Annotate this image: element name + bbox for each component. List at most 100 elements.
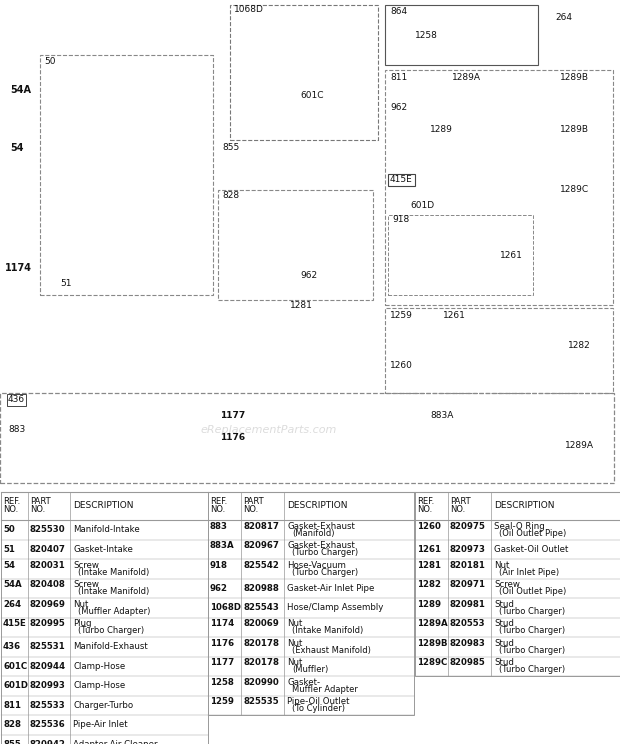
- Text: 415E: 415E: [3, 619, 27, 628]
- Text: eReplacementParts.com: eReplacementParts.com: [200, 425, 337, 435]
- Text: 825542: 825542: [243, 561, 279, 570]
- Text: 820975: 820975: [450, 522, 486, 530]
- Text: 820178: 820178: [243, 658, 279, 667]
- Text: NO.: NO.: [450, 505, 465, 515]
- Text: 1289A: 1289A: [452, 72, 481, 82]
- Text: 1289B: 1289B: [560, 126, 589, 135]
- Text: Nut: Nut: [494, 561, 510, 570]
- Bar: [1, 492, 208, 744]
- Text: 1260: 1260: [390, 361, 413, 370]
- Text: 601C: 601C: [300, 91, 324, 100]
- Text: Gasket-Exhaust: Gasket-Exhaust: [287, 522, 355, 530]
- Text: (Intake Manifold): (Intake Manifold): [292, 626, 363, 635]
- Text: Hose/Clamp Assembly: Hose/Clamp Assembly: [287, 603, 383, 612]
- Text: 601D: 601D: [410, 200, 434, 210]
- Text: 883: 883: [210, 522, 228, 530]
- Text: Manifold-Exhaust: Manifold-Exhaust: [73, 642, 148, 651]
- Text: Gasket-Air Inlet Pipe: Gasket-Air Inlet Pipe: [287, 584, 374, 593]
- Text: 1289A: 1289A: [417, 619, 448, 628]
- Text: Gasket-Oil Outlet: Gasket-Oil Outlet: [494, 545, 569, 554]
- Text: Manifold-Intake: Manifold-Intake: [73, 525, 140, 534]
- Text: Screw: Screw: [494, 580, 520, 589]
- Text: 1068D: 1068D: [210, 603, 241, 612]
- Text: DESCRIPTION: DESCRIPTION: [494, 501, 554, 510]
- Text: 825543: 825543: [243, 603, 279, 612]
- Text: 820993: 820993: [30, 682, 66, 690]
- Text: DESCRIPTION: DESCRIPTION: [287, 501, 347, 510]
- Bar: [385, 70, 613, 305]
- Text: PART: PART: [243, 498, 264, 507]
- Text: 1259: 1259: [210, 697, 234, 706]
- Text: 1289B: 1289B: [560, 72, 589, 82]
- Text: 820971: 820971: [450, 580, 486, 589]
- Text: (Air Inlet Pipe): (Air Inlet Pipe): [499, 568, 559, 577]
- Bar: [385, 5, 538, 65]
- Text: Screw: Screw: [73, 561, 99, 570]
- Text: 1289B: 1289B: [417, 639, 448, 648]
- Text: 264: 264: [3, 600, 21, 609]
- Text: 1260: 1260: [417, 522, 441, 530]
- Text: 51: 51: [60, 278, 71, 287]
- Text: Pipe-Air Inlet: Pipe-Air Inlet: [73, 720, 128, 729]
- Text: 50: 50: [44, 57, 56, 66]
- Text: 855: 855: [222, 144, 239, 153]
- Text: 962: 962: [300, 271, 317, 280]
- Text: (Muffler): (Muffler): [292, 665, 328, 674]
- Bar: [230, 5, 378, 140]
- Text: 820944: 820944: [30, 661, 66, 671]
- Text: 1176: 1176: [210, 639, 234, 648]
- Text: 825536: 825536: [30, 720, 66, 729]
- Text: Nut: Nut: [287, 658, 303, 667]
- Text: (Exhaust Manifold): (Exhaust Manifold): [292, 646, 371, 655]
- Bar: [0, 393, 614, 483]
- Text: (Oil Outlet Pipe): (Oil Outlet Pipe): [499, 529, 566, 538]
- Text: Nut: Nut: [287, 619, 303, 628]
- Text: Hose-Vacuum: Hose-Vacuum: [287, 561, 346, 570]
- Text: 1258: 1258: [415, 31, 438, 39]
- Text: 1281: 1281: [417, 561, 441, 570]
- Text: 883: 883: [8, 426, 25, 434]
- Text: 825533: 825533: [30, 701, 66, 710]
- Text: Muffler Adapter: Muffler Adapter: [292, 684, 358, 693]
- Text: Stud: Stud: [494, 600, 514, 609]
- Text: Gasket-Exhaust: Gasket-Exhaust: [287, 541, 355, 551]
- Text: 1176: 1176: [220, 432, 245, 441]
- Text: (Turbo Charger): (Turbo Charger): [499, 646, 565, 655]
- Text: 1261: 1261: [417, 545, 441, 554]
- Text: 1068D: 1068D: [234, 5, 264, 14]
- Text: 1289A: 1289A: [565, 440, 594, 449]
- Text: 820981: 820981: [450, 600, 486, 609]
- Text: Stud: Stud: [494, 658, 514, 667]
- Text: 1177: 1177: [220, 411, 246, 420]
- Text: Clamp-Hose: Clamp-Hose: [73, 661, 125, 671]
- Text: 54A: 54A: [10, 85, 31, 95]
- Text: 825530: 825530: [30, 525, 66, 534]
- Text: 820967: 820967: [243, 541, 279, 551]
- Text: REF.: REF.: [417, 498, 434, 507]
- Text: 828: 828: [222, 191, 239, 200]
- Text: (Oil Outlet Pipe): (Oil Outlet Pipe): [499, 587, 566, 596]
- Text: (Turbo Charger): (Turbo Charger): [499, 607, 565, 616]
- Text: Nut: Nut: [73, 600, 89, 609]
- Text: 54: 54: [3, 561, 15, 570]
- Text: 1289: 1289: [417, 600, 441, 609]
- Text: 825531: 825531: [30, 642, 66, 651]
- Bar: [385, 308, 613, 393]
- Text: 1289C: 1289C: [417, 658, 447, 667]
- Text: Adapter-Air Cleaner: Adapter-Air Cleaner: [73, 740, 157, 744]
- Text: 820553: 820553: [450, 619, 485, 628]
- Text: 883A: 883A: [430, 411, 453, 420]
- Text: Pipe-Oil Outlet: Pipe-Oil Outlet: [287, 697, 350, 706]
- Text: 864: 864: [390, 7, 407, 16]
- Text: 855: 855: [3, 740, 20, 744]
- Text: Clamp-Hose: Clamp-Hose: [73, 682, 125, 690]
- Text: Nut: Nut: [287, 639, 303, 648]
- Text: 820817: 820817: [243, 522, 279, 530]
- Text: (Manifold): (Manifold): [292, 529, 335, 538]
- Text: Plug: Plug: [73, 619, 92, 628]
- Text: (Turbo Charger): (Turbo Charger): [292, 548, 358, 557]
- Text: NO.: NO.: [30, 505, 45, 515]
- Text: 1282: 1282: [417, 580, 441, 589]
- Text: 436: 436: [8, 396, 25, 405]
- Text: 883A: 883A: [210, 541, 234, 551]
